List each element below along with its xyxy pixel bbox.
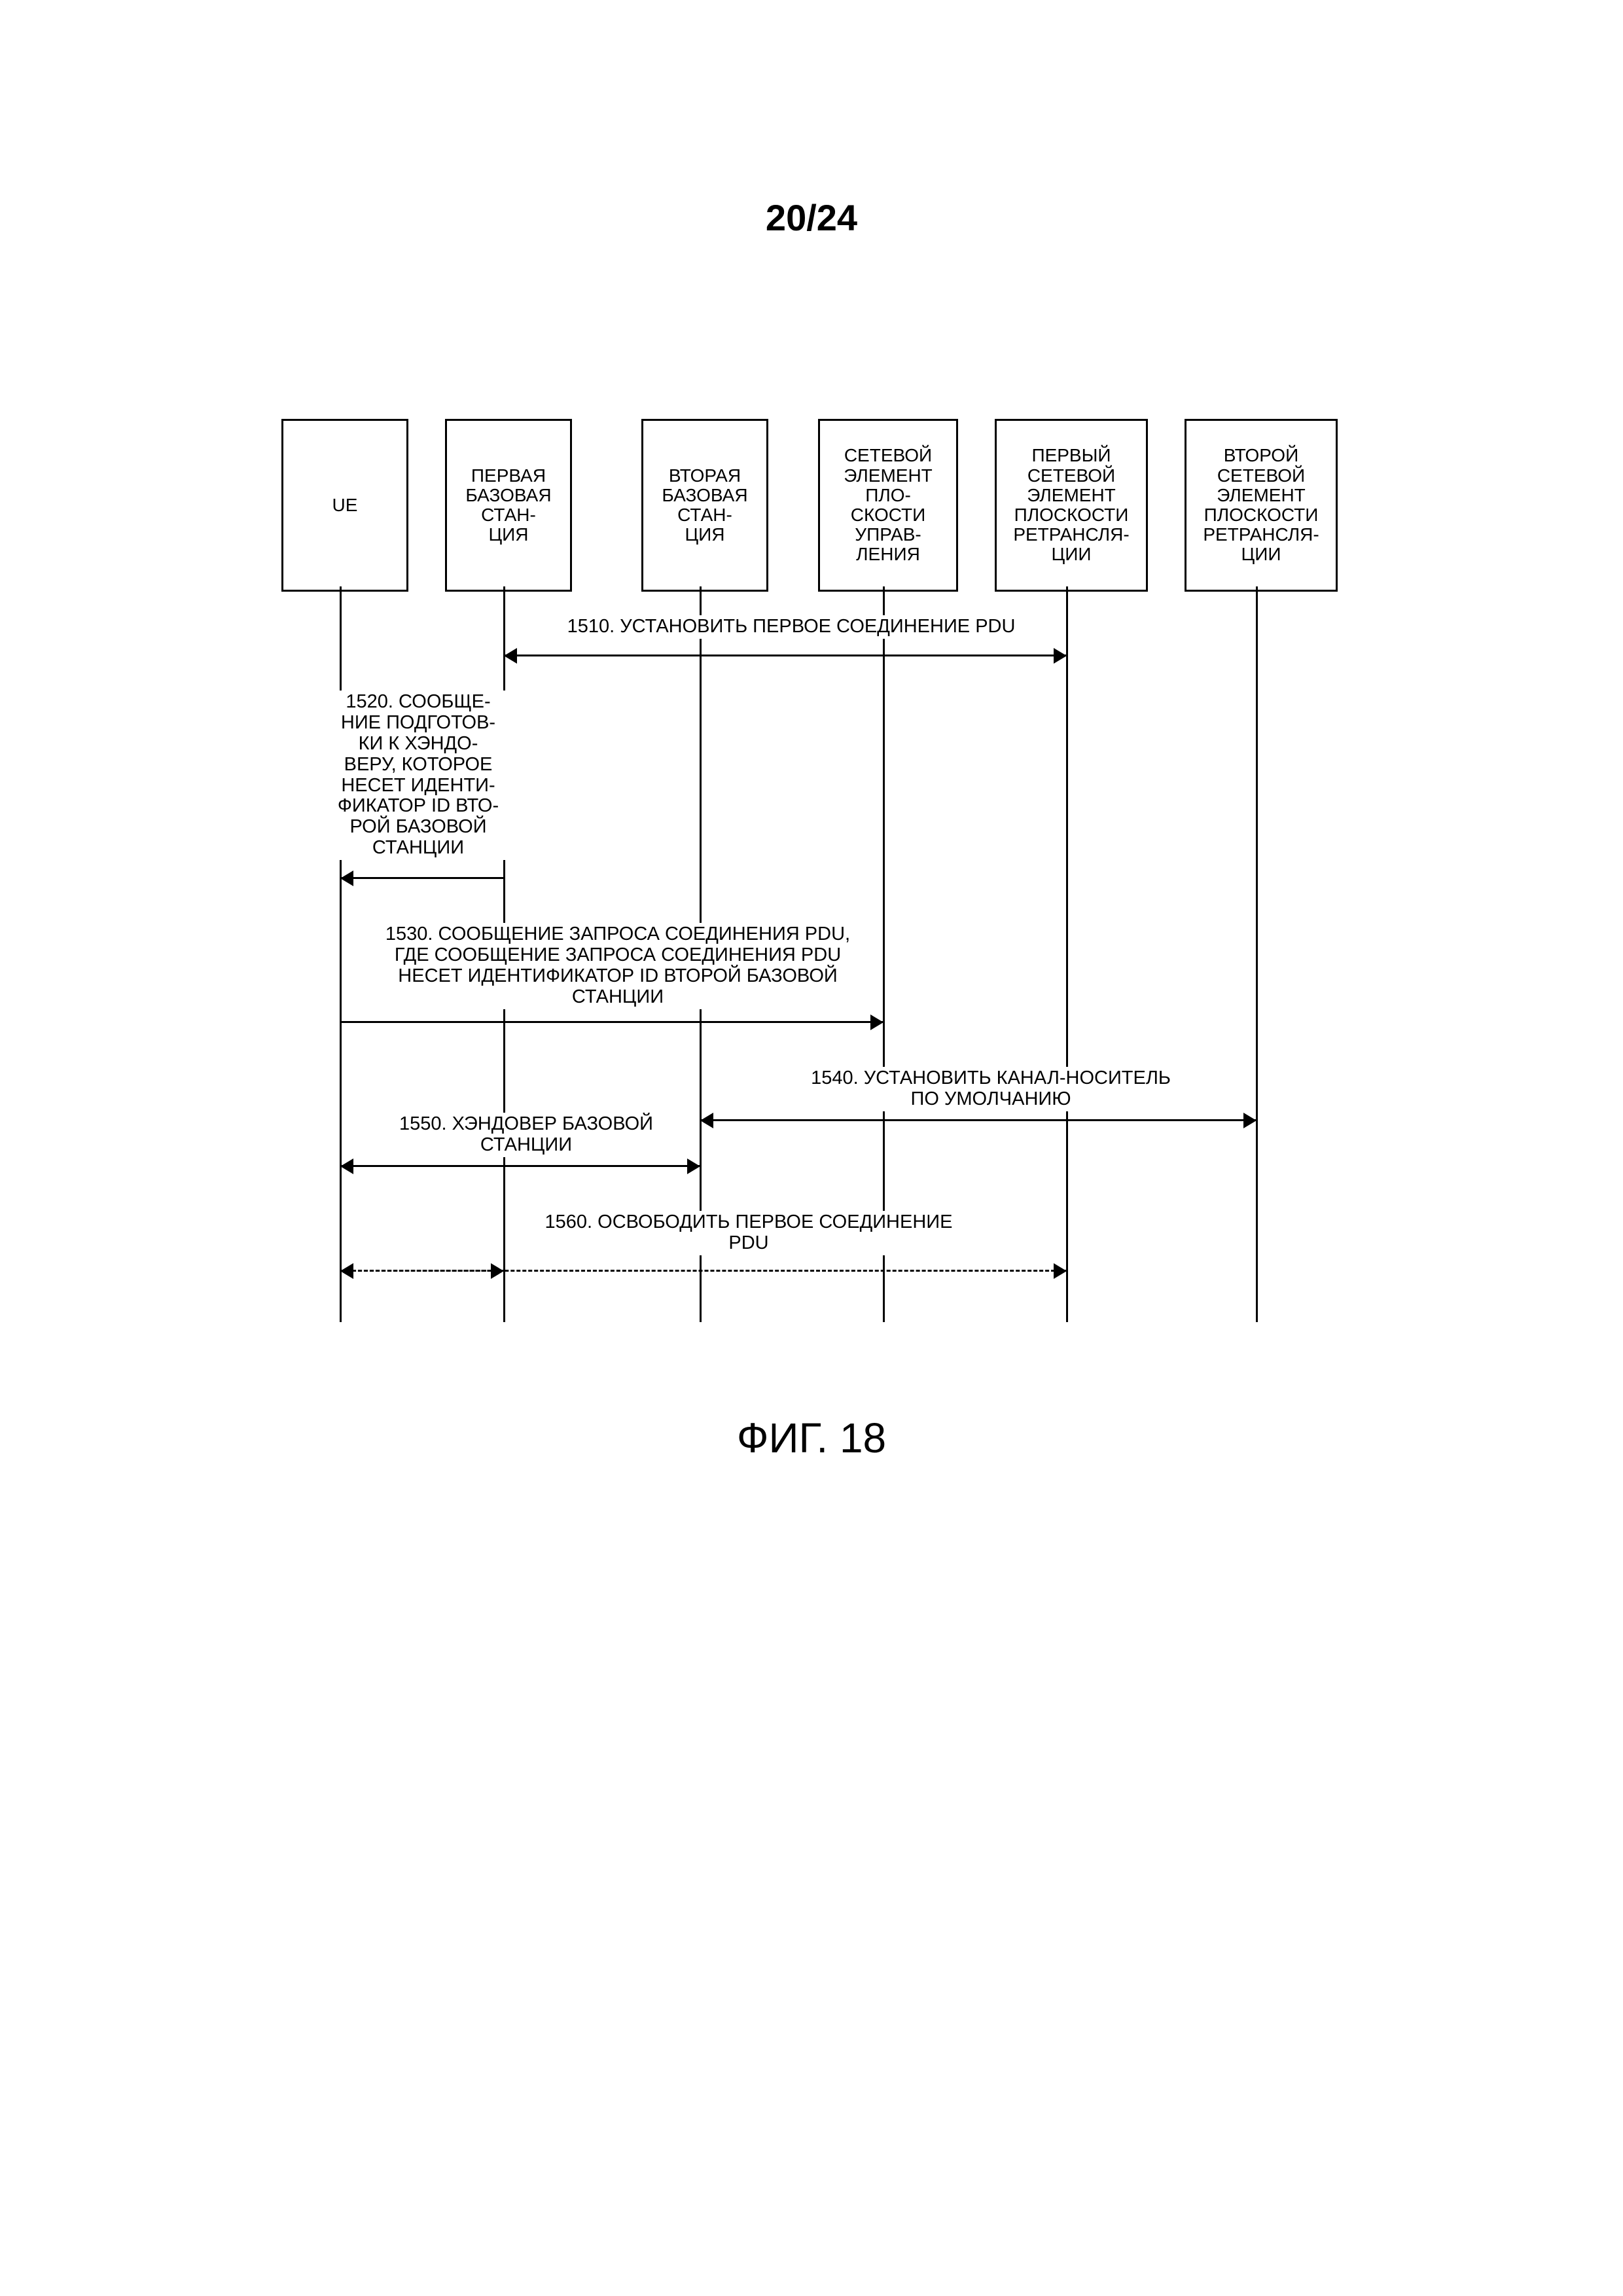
arrowhead-m1560 — [1054, 1263, 1067, 1279]
participant-bs2: ВТОРАЯБАЗОВАЯСТАН-ЦИЯ — [641, 419, 768, 592]
arrowhead-m1560b — [340, 1263, 353, 1279]
lifeline-r2 — [1256, 586, 1258, 1322]
label-m1520: 1520. СООБЩЕ-НИЕ ПОДГОТОВ-КИ К ХЭНДО-ВЕР… — [317, 691, 519, 860]
arrowhead-m1550 — [687, 1158, 700, 1174]
lifeline-r1 — [1066, 586, 1068, 1322]
arrow-m1520 — [340, 877, 504, 879]
arrow-m1510 — [504, 655, 1067, 656]
arrowhead-m1510 — [504, 648, 517, 664]
label-m1530: 1530. СООБЩЕНИЕ ЗАПРОСА СОЕДИНЕНИЯ PDU,Г… — [373, 923, 863, 1009]
label-m1540: 1540. УСТАНОВИТЬ КАНАЛ-НОСИТЕЛЬПО УМОЛЧА… — [785, 1067, 1196, 1111]
label-m1510: 1510. УСТАНОВИТЬ ПЕРВОЕ СОЕДИНЕНИЕ PDU — [537, 615, 1046, 639]
arrowhead-m1540 — [700, 1113, 713, 1128]
arrowhead-m1560b — [491, 1263, 504, 1279]
label-m1550: 1550. ХЭНДОВЕР БАЗОВОЙСТАНЦИИ — [366, 1113, 686, 1157]
arrow-m1540 — [700, 1119, 1257, 1121]
participant-r2: ВТОРОЙСЕТЕВОЙЭЛЕМЕНТПЛОСКОСТИРЕТРАНСЛЯ-Ц… — [1185, 419, 1338, 592]
arrow-m1560b — [340, 1270, 504, 1272]
participant-r1: ПЕРВЫЙСЕТЕВОЙЭЛЕМЕНТПЛОСКОСТИРЕТРАНСЛЯ-Ц… — [995, 419, 1148, 592]
sequence-diagram: UE ПЕРВАЯБАЗОВАЯСТАН-ЦИЯ ВТОРАЯБАЗОВАЯСТАН… — [281, 419, 1355, 1348]
arrowhead-m1540 — [1243, 1113, 1257, 1128]
arrow-m1550 — [340, 1165, 700, 1167]
page-header: 20/24 — [0, 196, 1623, 239]
arrow-m1530 — [340, 1021, 883, 1023]
label-m1560: 1560. ОСВОБОДИТЬ ПЕРВОЕ СОЕДИНЕНИЕPDU — [517, 1211, 980, 1255]
participant-bs1: ПЕРВАЯБАЗОВАЯСТАН-ЦИЯ — [445, 419, 572, 592]
arrowhead-m1530 — [870, 1014, 883, 1030]
participant-cp: СЕТЕВОЙЭЛЕМЕНТПЛО-СКОСТИУПРАВ-ЛЕНИЯ — [818, 419, 958, 592]
arrowhead-m1510 — [1054, 648, 1067, 664]
figure-caption: ФИГ. 18 — [0, 1414, 1623, 1462]
participant-ue: UE — [281, 419, 408, 592]
arrowhead-m1520 — [340, 870, 353, 886]
arrowhead-m1550 — [340, 1158, 353, 1174]
